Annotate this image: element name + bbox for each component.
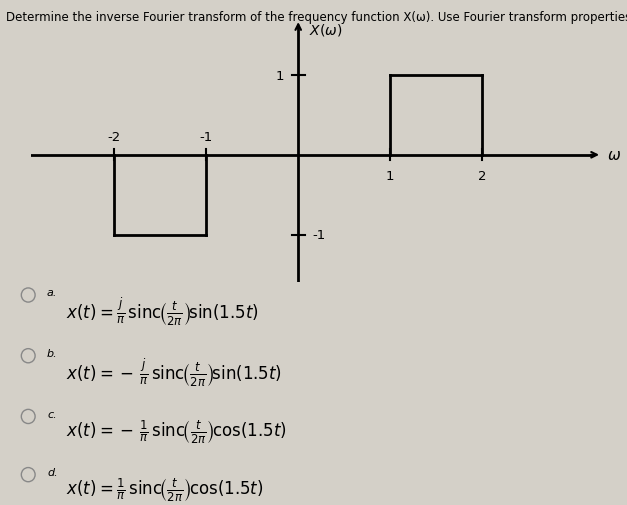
Text: -1: -1 bbox=[312, 229, 325, 241]
Text: 2: 2 bbox=[478, 170, 487, 183]
Text: d.: d. bbox=[47, 467, 58, 477]
Text: Determine the inverse Fourier transform of the frequency function X(ω). Use Four: Determine the inverse Fourier transform … bbox=[6, 11, 627, 24]
Text: 1: 1 bbox=[276, 69, 285, 82]
Text: b.: b. bbox=[47, 348, 58, 359]
Text: -2: -2 bbox=[108, 131, 121, 143]
Text: $x(t) = \frac{1}{\pi}\,\mathrm{sinc}\!\left(\frac{t}{2\pi}\right)\!\cos(1.5t)$: $x(t) = \frac{1}{\pi}\,\mathrm{sinc}\!\l… bbox=[66, 476, 263, 503]
Text: $\omega$: $\omega$ bbox=[606, 148, 621, 163]
Text: 1: 1 bbox=[386, 170, 394, 183]
Text: $x(t) = -\,\frac{1}{\pi}\,\mathrm{sinc}\!\left(\frac{t}{2\pi}\right)\!\cos(1.5t): $x(t) = -\,\frac{1}{\pi}\,\mathrm{sinc}\… bbox=[66, 418, 287, 445]
Text: a.: a. bbox=[47, 288, 58, 298]
Text: $x(t) = -\,\frac{j}{\pi}\,\mathrm{sinc}\!\left(\frac{t}{2\pi}\right)\!\sin(1.5t): $x(t) = -\,\frac{j}{\pi}\,\mathrm{sinc}\… bbox=[66, 357, 282, 388]
Text: c.: c. bbox=[47, 409, 56, 419]
Text: $X(\omega)$: $X(\omega)$ bbox=[309, 22, 342, 38]
Text: $x(t) = \frac{j}{\pi}\,\mathrm{sinc}\!\left(\frac{t}{2\pi}\right)\!\sin(1.5t)$: $x(t) = \frac{j}{\pi}\,\mathrm{sinc}\!\l… bbox=[66, 296, 259, 328]
Text: -1: -1 bbox=[199, 131, 213, 143]
